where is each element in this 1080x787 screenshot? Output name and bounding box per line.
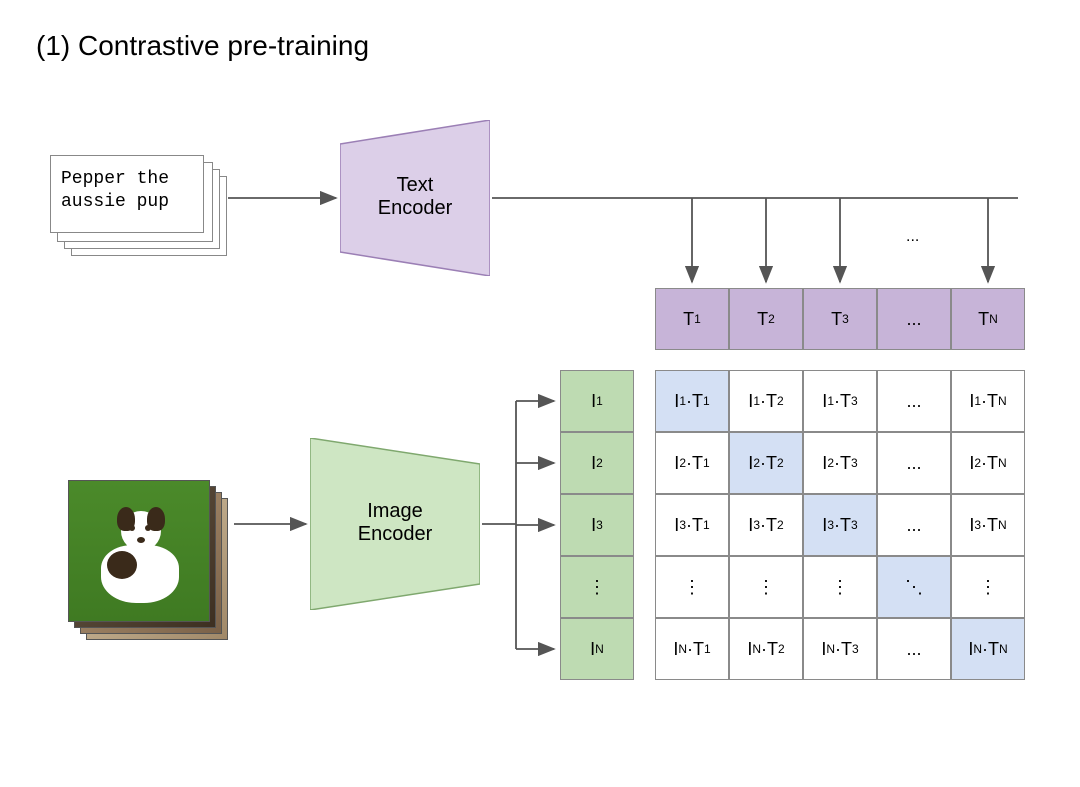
- matrix-cell: I2·TN: [951, 432, 1025, 494]
- caption-line2: aussie pup: [61, 192, 169, 212]
- matrix-cell: I1·T2: [729, 370, 803, 432]
- matrix-cell: I1·T3: [803, 370, 877, 432]
- dog-patch: [107, 551, 137, 579]
- i-header-cell: ⋮: [560, 556, 634, 618]
- matrix-cell-diagonal: IN·TN: [951, 618, 1025, 680]
- matrix-cell: IN·T1: [655, 618, 729, 680]
- i-header-cell: I1: [560, 370, 634, 432]
- caption-line1: Pepper the: [61, 169, 169, 189]
- text-encoder-label-l1: Text: [397, 174, 434, 196]
- matrix-cell: ...: [877, 370, 951, 432]
- matrix-cell: IN·T3: [803, 618, 877, 680]
- matrix-cell: ⋮: [951, 556, 1025, 618]
- text-caption-card: Pepper the aussie pup: [50, 155, 204, 233]
- text-encoder: TextEncoder: [340, 120, 490, 276]
- image-front: [68, 480, 210, 622]
- i-header-cell: IN: [560, 618, 634, 680]
- dog-eye-r: [145, 525, 151, 531]
- dog-nose: [137, 537, 145, 543]
- matrix-cell: ⋮: [655, 556, 729, 618]
- image-encoder: ImageEncoder: [310, 438, 480, 610]
- matrix-cell-diagonal: I3·T3: [803, 494, 877, 556]
- text-encoder-label-l2: Encoder: [378, 197, 453, 219]
- matrix-cell: I3·T2: [729, 494, 803, 556]
- matrix-cell: ...: [877, 432, 951, 494]
- text-encoder-label: TextEncoder: [340, 174, 490, 220]
- t-header-cell: T3: [803, 288, 877, 350]
- matrix-cell: I3·T1: [655, 494, 729, 556]
- matrix-cell: ⋮: [729, 556, 803, 618]
- matrix-cell: I2·T3: [803, 432, 877, 494]
- matrix-cell: I2·T1: [655, 432, 729, 494]
- image-encoder-label: ImageEncoder: [310, 500, 480, 546]
- i-header-cell: I3: [560, 494, 634, 556]
- matrix-cell: I1·TN: [951, 370, 1025, 432]
- t-header-cell: TN: [951, 288, 1025, 350]
- i-header-cell: I2: [560, 432, 634, 494]
- matrix-cell: IN·T2: [729, 618, 803, 680]
- matrix-cell-diagonal: ⋱: [877, 556, 951, 618]
- matrix-cell: ...: [877, 618, 951, 680]
- diagram-title: (1) Contrastive pre-training: [36, 30, 369, 62]
- matrix-cell: I3·TN: [951, 494, 1025, 556]
- t-header-cell: T1: [655, 288, 729, 350]
- t-header-cell: ...: [877, 288, 951, 350]
- image-encoder-label-l2: Encoder: [358, 523, 433, 545]
- matrix-cell-diagonal: I1·T1: [655, 370, 729, 432]
- dog-eye-l: [129, 525, 135, 531]
- t-header-cell: T2: [729, 288, 803, 350]
- matrix-cell: ⋮: [803, 556, 877, 618]
- image-encoder-label-l1: Image: [367, 500, 423, 522]
- top-ellipsis: ...: [906, 228, 919, 246]
- matrix-cell-diagonal: I2·T2: [729, 432, 803, 494]
- matrix-cell: ...: [877, 494, 951, 556]
